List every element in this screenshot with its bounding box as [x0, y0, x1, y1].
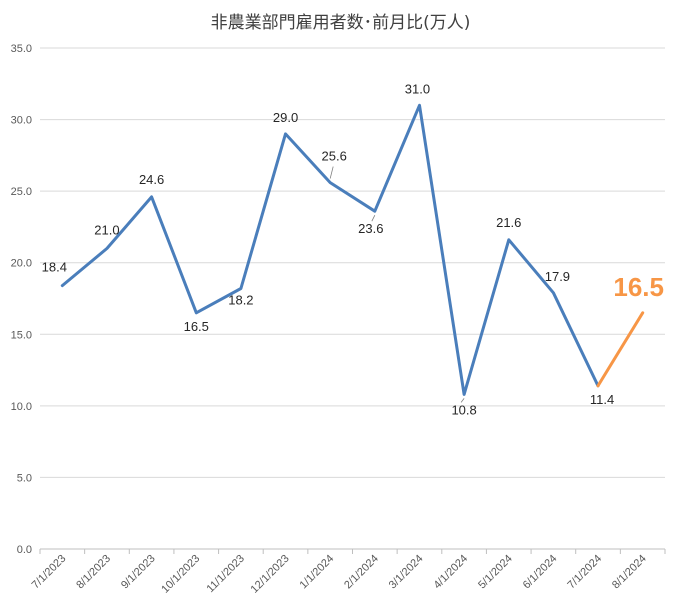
x-tick-label: 8/1/2024: [610, 553, 649, 592]
x-tick-label: 12/1/2023: [249, 553, 292, 596]
data-label: 29.0: [273, 110, 298, 125]
chart-title: 非農業部門雇用者数･前月比(万人): [210, 13, 471, 33]
series-line-forecast: [596, 311, 645, 388]
x-tick-label: 1/1/2024: [298, 553, 337, 592]
y-tick-label: 5.0: [17, 472, 32, 484]
data-label: 18.2: [228, 292, 253, 307]
data-label: 24.6: [139, 172, 164, 187]
data-label: 16.5: [184, 319, 209, 334]
x-tick-label: 10/1/2023: [159, 553, 202, 596]
data-label: 11.4: [590, 392, 614, 407]
data-label: 10.8: [451, 402, 476, 417]
x-tick-label: 11/1/2023: [204, 553, 247, 596]
y-tick-label: 20.0: [11, 258, 32, 270]
data-label: 21.6: [496, 215, 521, 230]
x-tick-label: 9/1/2023: [119, 553, 158, 592]
series-line-actual: [60, 103, 600, 396]
data-label: 25.6: [322, 149, 347, 164]
x-tick-label: 2/1/2024: [342, 553, 381, 592]
data-label: 31.0: [405, 81, 430, 96]
x-tick-label: 6/1/2024: [521, 553, 560, 592]
x-tick-label: 4/1/2024: [431, 553, 470, 592]
data-label: 17.9: [545, 269, 570, 284]
x-tick-label: 8/1/2023: [74, 553, 113, 592]
leader-line: [460, 398, 465, 403]
y-tick-label: 0.0: [17, 544, 32, 556]
data-label-highlight: 16.5: [613, 272, 664, 302]
y-tick-label: 15.0: [11, 329, 32, 341]
data-label: 21.0: [94, 222, 119, 237]
y-tick-label: 25.0: [11, 186, 32, 198]
x-tick-label: 7/1/2023: [30, 553, 69, 592]
leader-line: [329, 166, 334, 179]
x-tick-label: 5/1/2024: [476, 553, 515, 592]
data-label: 23.6: [358, 221, 383, 236]
leader-line: [371, 215, 376, 222]
x-tick-label: 7/1/2024: [565, 553, 604, 592]
data-label: 18.4: [42, 260, 67, 275]
x-tick-label: 3/1/2024: [387, 553, 426, 592]
y-tick-label: 10.0: [11, 401, 32, 413]
y-tick-label: 30.0: [11, 115, 32, 127]
y-tick-label: 35.0: [11, 43, 32, 55]
